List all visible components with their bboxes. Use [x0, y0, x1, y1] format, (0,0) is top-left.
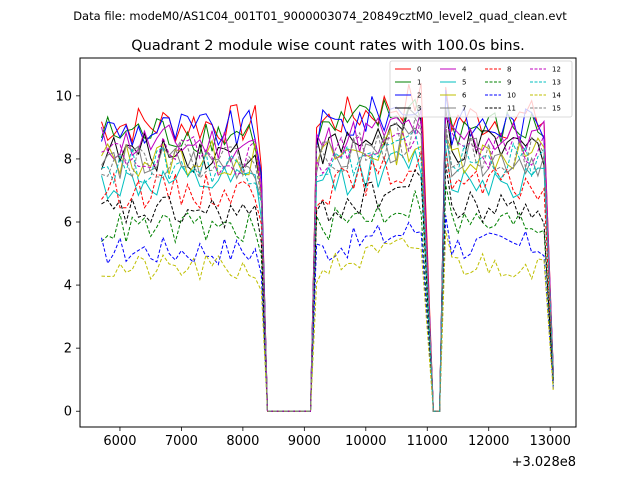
x-offset-label: +3.028e8 [512, 455, 576, 470]
legend-label-15: 15 [552, 105, 561, 113]
plot-frame [79, 57, 577, 428]
series-line-2 [101, 89, 554, 412]
legend-label-3: 3 [417, 105, 421, 113]
x-tick-label: 6000 [103, 434, 136, 449]
legend-label-2: 2 [417, 92, 421, 100]
series-line-9 [101, 184, 554, 412]
series-line-10 [101, 215, 554, 412]
y-tick-label: 8 [64, 152, 72, 167]
legend-label-0: 0 [417, 66, 421, 74]
y-axis: 0 2 4 6 8 10 [55, 89, 80, 420]
legend-label-6: 6 [462, 92, 467, 100]
x-tick-label: 7000 [165, 434, 198, 449]
series-line-7 [101, 123, 554, 412]
legend-label-10: 10 [507, 92, 516, 100]
legend-label-5: 5 [462, 79, 466, 87]
series-line-14 [101, 230, 554, 412]
legend-label-4: 4 [462, 66, 467, 74]
series-line-11 [101, 163, 554, 412]
series-line-12 [101, 120, 554, 412]
y-tick-label: 6 [64, 216, 72, 231]
series-line-8 [101, 151, 554, 412]
x-tick-label: 9000 [288, 434, 321, 449]
series-line-3 [101, 107, 554, 412]
x-tick-label: 11000 [407, 434, 448, 449]
legend-label-7: 7 [462, 105, 466, 113]
legend-label-13: 13 [552, 79, 561, 87]
legend-label-11: 11 [507, 105, 516, 113]
x-axis: 6000 7000 8000 9000 10000 11000 12000 13000 [103, 427, 571, 449]
legend-label-14: 14 [552, 92, 561, 100]
legend-label-12: 12 [552, 66, 561, 74]
series-layer [101, 82, 554, 412]
legend-label-8: 8 [507, 66, 511, 74]
x-tick-label: 10000 [345, 434, 386, 449]
legend-label-9: 9 [507, 79, 511, 87]
chart-suptitle: Data file: modeM0/AS1C04_001T01_90000030… [73, 9, 567, 23]
series-line-5 [101, 148, 554, 412]
y-tick-label: 2 [64, 342, 72, 357]
y-tick-label: 10 [55, 89, 72, 104]
chart-title: Quadrant 2 module wise count rates with … [131, 38, 525, 54]
legend-box [389, 60, 573, 118]
y-tick-label: 4 [64, 279, 72, 294]
x-tick-label: 12000 [468, 434, 509, 449]
legend-label-1: 1 [417, 79, 421, 87]
series-line-13 [101, 129, 554, 412]
x-tick-label: 13000 [530, 434, 571, 449]
x-tick-label: 8000 [226, 434, 259, 449]
y-tick-label: 0 [64, 405, 72, 420]
